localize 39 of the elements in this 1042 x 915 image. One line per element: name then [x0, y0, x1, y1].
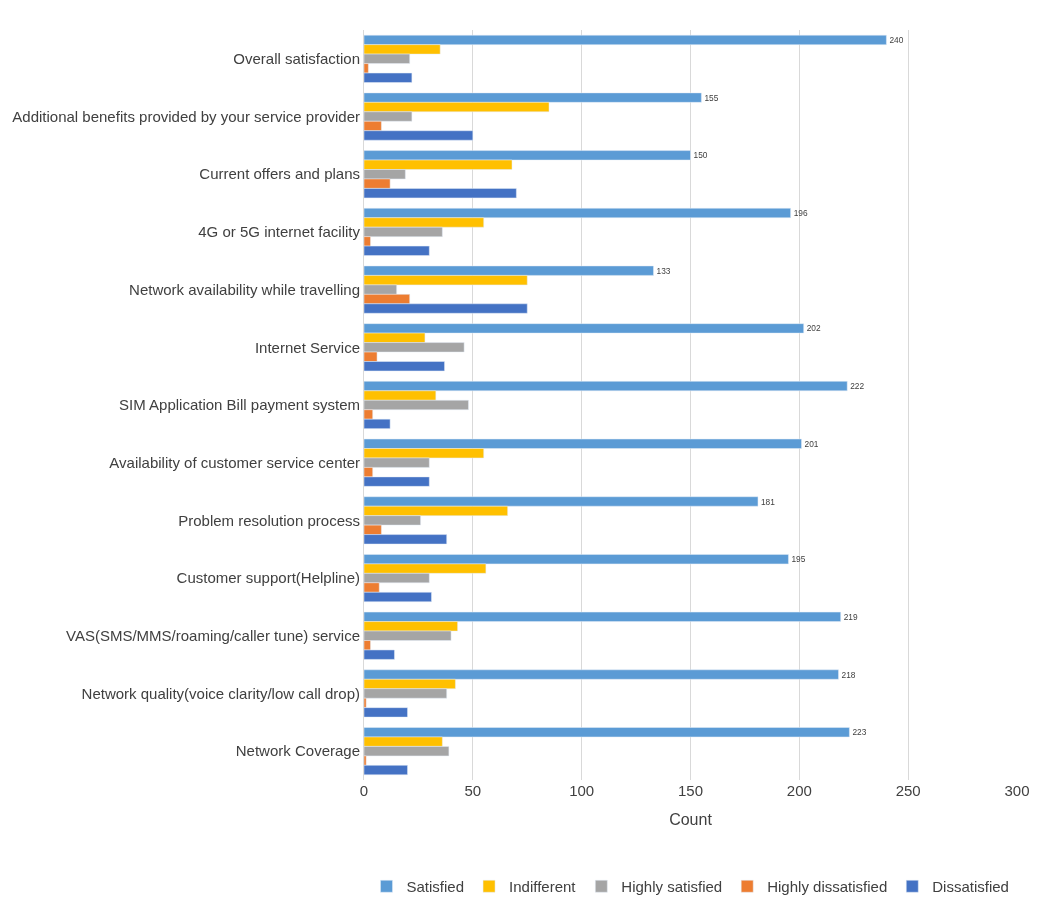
y-tick-label: 4G or 5G internet facility [198, 223, 361, 241]
x-tick-label: 250 [895, 782, 921, 799]
data-label: 150 [693, 150, 708, 161]
x-axis-title: Count [669, 810, 713, 828]
y-tick-label: Problem resolution process [178, 511, 360, 529]
data-label: 202 [806, 323, 821, 334]
y-tick-label: Network quality(voice clarity/low call drop) [81, 684, 360, 702]
x-tick-label: 100 [569, 782, 595, 799]
y-tick-label: Customer support(Helpline) [176, 569, 360, 587]
data-label: 219 [843, 611, 858, 622]
legend-label: Dissatisfied [932, 878, 1009, 896]
x-tick-label: 150 [677, 782, 704, 799]
data-label: 181 [760, 496, 776, 507]
y-tick-label: Overall satisfaction [233, 50, 360, 68]
data-label: 133 [656, 265, 671, 276]
x-tick-label: 200 [786, 782, 812, 799]
y-tick-label: Additional benefits provided by your service provider [12, 107, 360, 125]
data-label: 196 [793, 208, 808, 219]
x-tick-label: 50 [464, 782, 482, 799]
legend-label: Highly satisfied [621, 878, 723, 896]
data-label: 240 [889, 34, 904, 45]
data-label: 223 [852, 727, 867, 738]
data-label: 195 [791, 554, 806, 565]
data-label: 222 [850, 381, 865, 392]
data-label: 201 [804, 438, 819, 449]
y-tick-label: VAS(SMS/MMS/roaming/caller tune) service [66, 627, 360, 645]
data-label: 155 [704, 92, 719, 103]
legend-label: Indifferent [509, 878, 577, 896]
y-tick-label: SIM Application Bill payment system [119, 396, 360, 414]
legend-label: Satisfied [406, 878, 465, 896]
y-tick-label: Network Coverage [235, 742, 360, 760]
y-tick-label: Current offers and plans [199, 165, 360, 183]
legend-label: Highly dissatisfied [767, 878, 888, 896]
x-tick-label: 300 [1004, 782, 1030, 799]
y-tick-label: Availability of customer service center [109, 453, 360, 471]
data-label: 218 [841, 669, 856, 680]
y-tick-label: Internet Service [254, 338, 360, 356]
y-tick-label: Network availability while travelling [129, 280, 360, 298]
x-tick-label: 0 [359, 782, 369, 799]
